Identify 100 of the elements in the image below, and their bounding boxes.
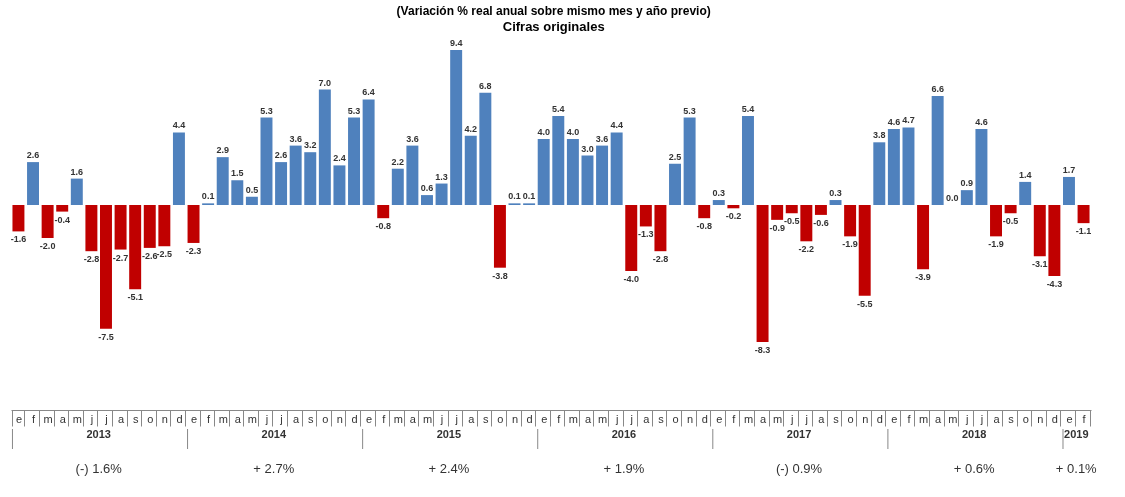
chart-subtitle: Cifras originales: [502, 18, 605, 34]
data-label: -0.8: [375, 221, 391, 232]
bar: [27, 162, 40, 205]
bar: [70, 178, 83, 205]
data-label: 0.1: [522, 191, 536, 202]
x-tick-label: f: [557, 412, 562, 425]
bar: [960, 190, 973, 205]
x-tick-label: e: [541, 412, 548, 425]
data-label: 4.4: [172, 120, 186, 131]
x-tick-label: s: [308, 412, 314, 425]
x-tick-label: m: [918, 412, 929, 425]
data-label: 6.8: [479, 80, 492, 91]
x-tick-label: j: [104, 412, 108, 425]
data-label: 1.3: [435, 171, 448, 182]
x-tick-label: f: [907, 412, 912, 425]
data-label: 5.4: [741, 103, 755, 114]
bar: [829, 200, 842, 205]
data-label: 0.5: [245, 184, 259, 195]
x-tick-label: s: [658, 412, 665, 425]
bar: [318, 89, 331, 205]
data-label: 4.2: [464, 123, 478, 134]
x-tick-label: n: [687, 412, 694, 425]
bar: [260, 117, 273, 205]
data-label: -0.2: [725, 211, 742, 222]
bar: [1033, 205, 1046, 257]
data-label: 3.0: [581, 143, 594, 154]
bar: [771, 205, 784, 220]
bar: [610, 132, 623, 205]
chart-title: (Variación % real anual sobre mismo mes y año previo): [396, 3, 711, 18]
data-label: -0.6: [813, 217, 829, 228]
bar: [114, 205, 127, 250]
x-tick-label: o: [322, 412, 329, 425]
data-label: 4.0: [537, 127, 550, 137]
data-label: -3.1: [1032, 259, 1048, 270]
data-label: 1.4: [1018, 169, 1032, 180]
x-tick-label: s: [132, 412, 139, 425]
data-label: 2.6: [26, 150, 40, 161]
text: 2013: [86, 428, 111, 440]
data-label: -2.8: [652, 254, 669, 265]
bar: [581, 155, 594, 205]
bar: [537, 139, 550, 205]
text: + 0.6%: [953, 461, 995, 476]
x-tick-label: a: [935, 412, 943, 425]
bar: [421, 195, 433, 205]
data-label: 0.9: [960, 178, 974, 189]
bar: [275, 162, 288, 205]
x-tick-label: m: [422, 412, 433, 425]
x-tick-label: m: [948, 412, 958, 425]
data-label: 0.1: [201, 191, 215, 202]
x-tick-label: j: [89, 412, 94, 425]
bar: [1019, 181, 1032, 205]
x-tick-label: a: [234, 412, 242, 425]
x-tick-label: o: [672, 412, 679, 425]
x-tick-label: j: [629, 412, 633, 425]
bar: [479, 92, 492, 205]
x-tick-label: e: [366, 412, 373, 425]
data-label: 3.6: [406, 133, 419, 144]
bar: [654, 205, 667, 252]
data-label: -0.4: [54, 214, 70, 225]
bar: [1077, 205, 1090, 224]
x-tick-label: a: [293, 412, 301, 425]
data-label: 0.3: [712, 188, 726, 199]
x-tick-label: d: [876, 412, 883, 425]
bar: [625, 205, 638, 271]
bar: [464, 135, 477, 205]
data-label: 4.6: [887, 117, 901, 128]
text: 2019: [1064, 428, 1089, 440]
x-tick-label: m: [597, 412, 608, 425]
x-tick-label: e: [190, 412, 198, 425]
x-tick-label: a: [818, 412, 826, 425]
data-label: -4.0: [623, 274, 640, 284]
data-label: -2.5: [156, 249, 173, 260]
text: + 0.1%: [1055, 461, 1098, 476]
x-tick-label: s: [483, 412, 490, 425]
bar: [85, 205, 98, 252]
x-tick-label: m: [72, 412, 82, 425]
bar: [566, 139, 579, 205]
text: + 1.9%: [603, 461, 645, 476]
bar: [902, 127, 915, 205]
data-label: 2.4: [333, 153, 346, 164]
x-tick-label: d: [176, 412, 183, 425]
bar: [917, 205, 930, 270]
text: 2015: [436, 428, 462, 440]
x-tick-label: m: [773, 412, 783, 425]
x-tick-label: j: [965, 412, 969, 425]
data-label: -0.9: [769, 222, 785, 233]
x-tick-label: d: [701, 412, 708, 425]
text: 2014: [261, 428, 287, 440]
x-tick-label: n: [862, 412, 869, 425]
data-label: 3.6: [289, 133, 302, 144]
bar: [873, 142, 886, 205]
x-tick-label: j: [614, 412, 619, 425]
bar: [639, 205, 652, 227]
x-tick-label: o: [497, 412, 504, 425]
bar: [187, 205, 200, 243]
x-tick-label: d: [1051, 412, 1058, 425]
data-label: -5.1: [127, 292, 143, 303]
data-label: 1.5: [231, 168, 244, 179]
data-label: 5.3: [683, 105, 696, 116]
bar: [348, 117, 361, 205]
